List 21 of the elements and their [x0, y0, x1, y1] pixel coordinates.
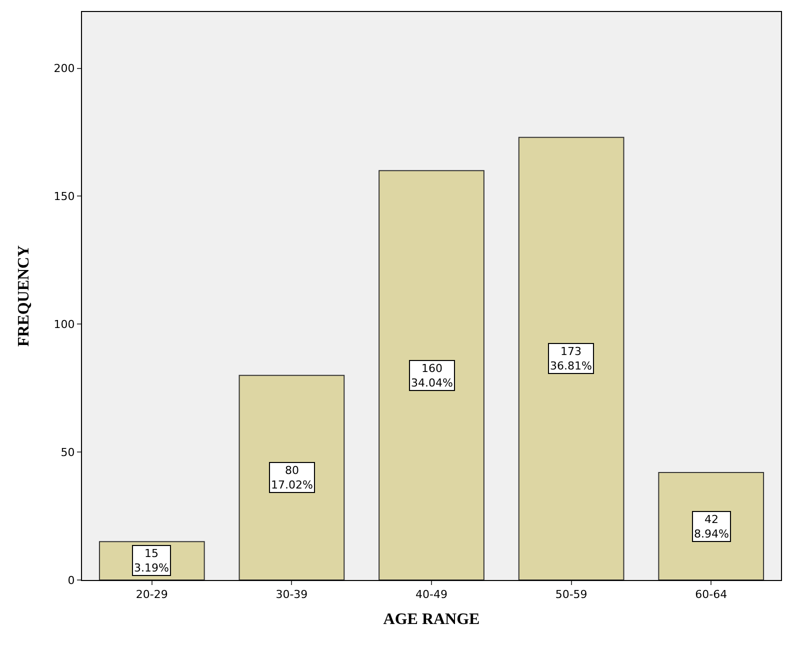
- x-tick-label: 50-59: [555, 588, 588, 602]
- bar: [238, 374, 345, 580]
- y-axis-title: FREQUENCY: [16, 244, 33, 347]
- data-label: 160 34.04%: [411, 362, 453, 390]
- y-tick-label: 150: [54, 190, 75, 204]
- x-axis-title: AGE RANGE: [383, 610, 480, 628]
- y-tick-label: 0: [68, 574, 75, 587]
- y-tick-label: 50: [60, 446, 75, 459]
- x-tick-label: 60-64: [695, 588, 728, 602]
- y-tick-label: 100: [54, 318, 75, 331]
- bar: [378, 170, 484, 580]
- x-tick-label: 30-39: [276, 588, 308, 602]
- data-label: 173 36.81%: [550, 345, 592, 372]
- data-label: 42 8.94%: [694, 513, 729, 540]
- y-tick-label: 200: [54, 62, 75, 76]
- x-tick-label: 20-29: [136, 588, 168, 602]
- bar: [518, 136, 624, 580]
- bar: [658, 472, 764, 580]
- x-tick-label: 40-49: [416, 588, 448, 602]
- data-label: 80 17.02%: [271, 464, 313, 492]
- data-label: 15 3.19%: [134, 547, 169, 574]
